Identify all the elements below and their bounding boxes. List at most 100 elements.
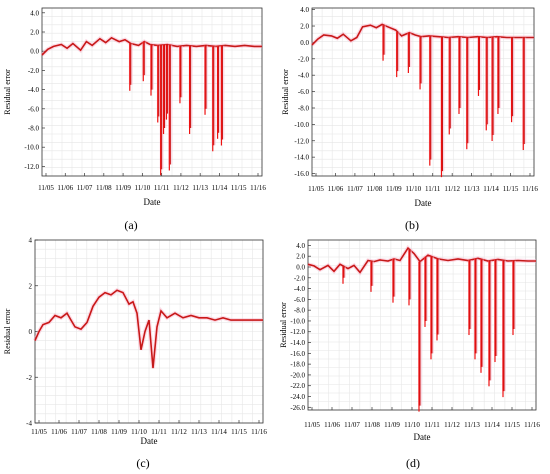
plot-frame (311, 7, 535, 177)
y-tick-label: -2 (26, 374, 32, 382)
x-tick-label: 11/14 (484, 421, 500, 429)
y-tick-label: -6.0 (294, 296, 306, 304)
x-tick-label: 11/12 (171, 428, 187, 436)
x-axis-label: Date (415, 198, 432, 208)
panel-a-chart: 4.0 2.0 0.0 -2.0 -4.0 -6.0 -8.0 -10.0 -12.0 11/05… (3, 7, 266, 207)
y-tick-label: -22.0 (290, 382, 305, 390)
x-axis-label: Date (141, 436, 158, 446)
y-tick-label: 2 (29, 282, 33, 290)
y-tick-label: -4 (26, 420, 32, 428)
series-line-core (34, 289, 263, 369)
plot-frame (307, 239, 537, 411)
series-line-core (311, 24, 534, 46)
x-tick-label: 11/10 (405, 185, 421, 193)
x-tick-label: 11/06 (57, 184, 73, 192)
y-tick-label: -4.0 (28, 86, 40, 94)
y-axis-label: Residual error (3, 308, 12, 354)
y-tick-label: 0.0 (296, 263, 305, 271)
x-tick-label: 11/05 (31, 428, 47, 436)
x-tick-label: 11/07 (344, 421, 360, 429)
x-tick-label: 11/16 (250, 184, 266, 192)
x-tick-label: 11/05 (304, 421, 320, 429)
y-tick-label: -6.0 (28, 105, 40, 113)
plot-frame (41, 7, 263, 177)
x-tick-label: 11/05 (308, 185, 324, 193)
y-tick-label: -12.0 (294, 137, 309, 145)
x-tick-label: 11/15 (231, 428, 247, 436)
x-tick-label: 11/13 (464, 421, 480, 429)
y-tick-label: -4.0 (298, 72, 310, 80)
panel-c-chart: 4 2 0 -2 -411/05 11/06 11/07 11/08 11/09 11/10 11/… (3, 237, 267, 447)
y-tick-label: -2.0 (28, 67, 40, 75)
x-tick-label: 11/11 (154, 184, 170, 192)
x-tick-label: 11/10 (135, 184, 151, 192)
y-tick-label: -8.0 (28, 125, 40, 133)
x-axis-label: Date (144, 197, 161, 207)
x-tick-label: 11/07 (77, 184, 93, 192)
x-axis-label: Date (414, 432, 431, 442)
x-tick-label: 11/05 (38, 184, 54, 192)
y-tick-label: -8.0 (298, 104, 310, 112)
x-tick-label: 11/09 (115, 184, 131, 192)
x-tick-label: 11/13 (191, 428, 207, 436)
y-tick-label: -20.0 (290, 371, 305, 379)
panel-label-a: (a) (124, 218, 137, 232)
x-tick-label: 11/16 (524, 421, 540, 429)
y-tick-label: -14.0 (294, 154, 309, 162)
y-axis-label: Residual error (3, 69, 12, 115)
x-tick-label: 11/09 (384, 421, 400, 429)
y-tick-label: 0.0 (30, 48, 39, 56)
y-tick-label: -14.0 (290, 339, 305, 347)
x-tick-label: 11/16 (251, 428, 267, 436)
y-tick-label: -2.0 (294, 274, 306, 282)
x-tick-label: 11/14 (212, 184, 228, 192)
x-tick-label: 11/15 (503, 185, 519, 193)
y-tick-label: -2.0 (298, 55, 310, 63)
y-tick-label: -6.0 (298, 88, 310, 96)
x-tick-label: 11/06 (324, 421, 340, 429)
x-tick-label: 11/12 (444, 185, 460, 193)
panel-label-c: (c) (136, 456, 149, 470)
y-tick-label: 0.0 (300, 39, 309, 47)
y-tick-label: 2.0 (296, 253, 305, 261)
y-tick-label: -10.0 (294, 121, 309, 129)
y-tick-label: -18.0 (290, 361, 305, 369)
x-tick-label: 11/13 (192, 184, 208, 192)
x-tick-label: 11/10 (131, 428, 147, 436)
panel-b-chart: 4.0 2.0 0.0 -2.0 -4.0 -6.0 -8.0 -10.0 -12.0 -14.0… (281, 6, 538, 208)
y-tick-label: 2.0 (300, 23, 309, 31)
x-tick-label: 11/15 (231, 184, 247, 192)
x-tick-label: 11/07 (347, 185, 363, 193)
y-tick-label: 4.0 (296, 242, 305, 250)
y-tick-label: -16.0 (294, 170, 309, 178)
x-tick-label: 11/09 (111, 428, 127, 436)
y-tick-label: -12.0 (290, 328, 305, 336)
y-tick-label: -24.0 (290, 393, 305, 401)
y-tick-label: -26.0 (290, 404, 305, 412)
y-tick-label: 4 (29, 237, 33, 245)
x-tick-label: 11/12 (444, 421, 460, 429)
panel-label-b: (b) (405, 218, 419, 232)
y-tick-label: -10.0 (290, 317, 305, 325)
y-tick-label: 0 (29, 328, 33, 336)
y-tick-label: -10.0 (24, 144, 39, 152)
y-tick-label: -4.0 (294, 285, 306, 293)
x-tick-label: 11/06 (51, 428, 67, 436)
panel-label-d: (d) (406, 456, 420, 470)
y-axis-label: Residual error (281, 69, 290, 115)
x-tick-label: 11/11 (151, 428, 167, 436)
x-tick-label: 11/11 (425, 185, 441, 193)
y-tick-label: -8.0 (294, 307, 306, 315)
x-tick-label: 11/13 (464, 185, 480, 193)
panel-d-chart: 4.0 2.0 0.0 -2.0 -4.0 -6.0 -8.0 -10.0 -12.0 -14.0… (279, 239, 540, 442)
x-tick-label: 11/12 (173, 184, 189, 192)
x-tick-label: 11/15 (504, 421, 520, 429)
x-tick-label: 11/08 (367, 185, 383, 193)
x-tick-label: 11/08 (364, 421, 380, 429)
x-tick-label: 11/09 (386, 185, 402, 193)
x-tick-label: 11/11 (424, 421, 440, 429)
y-tick-label: -16.0 (290, 350, 305, 358)
x-tick-label: 11/08 (96, 184, 112, 192)
x-tick-label: 11/08 (91, 428, 107, 436)
